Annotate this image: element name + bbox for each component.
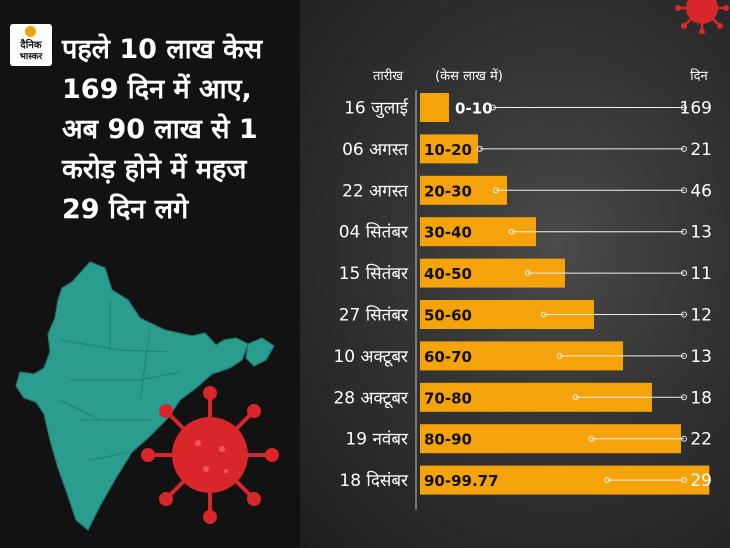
connector-end-dot <box>681 228 687 235</box>
bar <box>420 134 478 164</box>
days-label: 18 <box>690 388 712 408</box>
date-label: 04 सितंबर <box>339 222 409 243</box>
sun-icon <box>25 26 36 37</box>
virus-icon <box>675 0 729 34</box>
connector-end-dot <box>681 104 687 111</box>
date-label: 10 अक्टूबर <box>333 347 409 367</box>
days-label: 13 <box>690 347 712 367</box>
range-label: 60-70 <box>424 348 472 366</box>
connector-end-dot <box>681 435 687 442</box>
header-date: तारीख <box>373 68 403 84</box>
bars-group: 16 जुलाई 0-10 169 06 अगस्त 10-20 21 22 अगस्त 20… <box>333 93 712 495</box>
range-label: 70-80 <box>424 389 472 407</box>
days-label: 12 <box>690 306 712 326</box>
connector-start-dot <box>604 477 611 484</box>
range-label: 20-30 <box>424 182 472 200</box>
connector-end-dot <box>681 187 687 194</box>
connector-end-dot <box>681 477 687 484</box>
bar <box>420 175 507 205</box>
connector-start-dot <box>490 104 496 111</box>
brand-line-1: दैनिक <box>20 40 42 51</box>
connector-end-dot <box>681 311 687 318</box>
date-label: 15 सितंबर <box>339 263 409 284</box>
bar <box>420 93 449 122</box>
date-label: 16 जुलाई <box>344 98 409 119</box>
range-label: 0-10 <box>455 100 493 118</box>
connector-start-dot <box>476 145 483 152</box>
brand-logo: दैनिक भास्कर <box>10 24 52 66</box>
range-label: 30-40 <box>424 224 472 242</box>
range-label: 10-20 <box>424 141 472 159</box>
virus-icon <box>141 386 279 524</box>
range-label: 50-60 <box>424 307 472 325</box>
date-label: 22 अगस्त <box>342 181 408 201</box>
days-label: 169 <box>680 99 712 119</box>
brand-line-2: भास्कर <box>19 52 43 62</box>
connector-start-dot <box>588 435 595 442</box>
range-label: 90-99.77 <box>424 472 499 490</box>
india-map-icon <box>15 261 275 531</box>
header-range: (केस लाख में) <box>435 68 503 84</box>
connector-start-dot <box>556 352 563 359</box>
connector-start-dot <box>492 187 499 194</box>
range-label: 40-50 <box>424 265 472 283</box>
date-label: 27 सितंबर <box>339 305 409 326</box>
connector-start-dot <box>524 270 531 277</box>
date-label: 28 अक्टूबर <box>333 388 409 408</box>
connector-end-dot <box>681 394 687 401</box>
date-label: 06 अगस्त <box>342 140 408 160</box>
days-label: 29 <box>690 471 712 491</box>
date-label: 18 दिसंबर <box>339 470 409 491</box>
range-label: 80-90 <box>424 431 472 449</box>
days-label: 46 <box>690 181 712 201</box>
connector-start-dot <box>540 311 547 318</box>
days-label: 13 <box>690 223 712 243</box>
days-label: 22 <box>690 430 712 450</box>
headline: पहले 10 लाख केस 169 दिन में आए, अब 90 ला… <box>62 34 263 225</box>
header-days: दिन <box>690 68 708 84</box>
date-label: 19 नवंबर <box>345 430 409 450</box>
connector-end-dot <box>681 270 687 277</box>
connector-start-dot <box>572 394 579 401</box>
days-label: 21 <box>690 140 712 160</box>
connector-end-dot <box>681 352 687 359</box>
connector-start-dot <box>508 228 515 235</box>
connector-end-dot <box>681 145 687 152</box>
days-label: 11 <box>690 264 712 284</box>
